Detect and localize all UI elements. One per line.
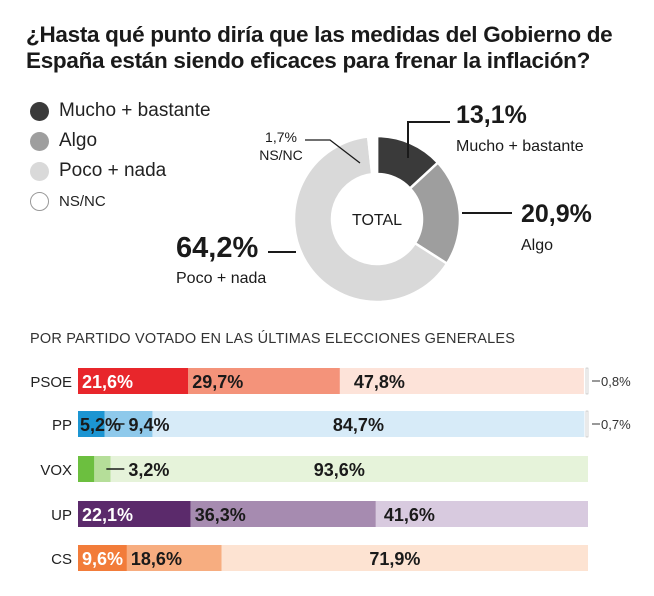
bar-vox-seg-3	[110, 456, 588, 482]
donut-value-algo: 20,9%	[521, 200, 592, 228]
bar-psoe-label-1: 21,6%	[82, 372, 133, 392]
legend-label: Algo	[59, 130, 98, 151]
bar-cs-seg-2	[126, 545, 222, 571]
bar-psoe-nsnc-label: 0,8%	[601, 374, 631, 389]
bar-psoe-seg-1	[78, 368, 189, 394]
bar-up-seg-3	[375, 501, 588, 527]
bar-category-psoe: PSOE	[30, 374, 72, 391]
bar-category-cs: CS	[51, 551, 72, 568]
bar-cs-label-1: 9,6%	[82, 549, 123, 569]
legend-item-poco: Poco + nada	[30, 156, 211, 186]
donut-value-nsnc: 1,7%	[265, 129, 297, 145]
bar-psoe-seg-3	[339, 368, 584, 394]
donut-name-mucho: Mucho + bastante	[456, 138, 584, 155]
donut-value-poco: 64,2%	[176, 232, 258, 264]
bar-cs-label-2: 18,6%	[131, 549, 182, 569]
bar-pp-seg-1	[78, 411, 105, 437]
donut-center-label: TOTAL	[352, 212, 402, 229]
donut-chart: TOTAL 13,1% Mucho + bastante 20,9% Algo 64,2%…	[176, 101, 592, 304]
donut-name-algo: Algo	[521, 237, 553, 254]
bar-up-label-1: 22,1%	[82, 505, 133, 525]
bar-category-up: UP	[51, 507, 72, 524]
bar-vox-seg-1	[78, 456, 95, 482]
legend-item-algo: Algo	[30, 126, 211, 156]
legend-swatch	[30, 191, 49, 211]
bar-pp-seg-2	[104, 411, 153, 437]
bar-psoe-label-2: 29,7%	[192, 372, 243, 392]
donut-hole	[331, 173, 423, 265]
bar-pp-label-3: 84,7%	[333, 415, 384, 435]
bar-pp-seg-3	[152, 411, 585, 437]
bar-pp-nsnc-label: 0,7%	[601, 417, 631, 432]
bar-category-pp: PP	[52, 417, 72, 434]
legend: Mucho + bastante Algo Poco + nada NS/NC	[30, 96, 211, 216]
legend-swatch	[30, 101, 49, 121]
bar-pp-label-2: 9,4%	[129, 415, 170, 435]
bar-vox-seg-2	[94, 456, 111, 482]
bar-vox-label-3: 93,6%	[314, 460, 365, 480]
bar-cs-seg-1	[78, 545, 127, 571]
bar-up-label-2: 36,3%	[195, 505, 246, 525]
bar-cs-seg-3	[221, 545, 588, 571]
callout-line-nsnc	[305, 139, 361, 164]
bar-up-seg-2	[190, 501, 376, 527]
donut-value-mucho: 13,1%	[456, 101, 527, 129]
callout-line-mucho	[407, 121, 450, 158]
legend-label: NS/NC	[59, 192, 106, 210]
legend-item-mucho: Mucho + bastante	[30, 96, 211, 126]
legend-label: Poco + nada	[59, 160, 167, 181]
bar-cs-label-3: 71,9%	[369, 549, 420, 569]
legend-swatch	[30, 161, 49, 181]
bar-psoe-seg-4	[585, 367, 589, 395]
bar-pp-seg-4	[585, 410, 589, 438]
bar-up-label-3: 41,6%	[384, 505, 435, 525]
legend-label: Mucho + bastante	[59, 100, 211, 121]
bar-psoe-label-3: 47,8%	[354, 372, 405, 392]
donut-name-poco: Poco + nada	[176, 270, 266, 287]
bar-up-seg-1	[78, 501, 191, 527]
legend-swatch	[30, 131, 49, 151]
chart-subtitle: POR PARTIDO VOTADO EN LAS ÚLTIMAS ELECCI…	[30, 331, 516, 347]
bar-category-vox: VOX	[40, 462, 72, 479]
bar-pp-label-1: 5,2%	[80, 415, 121, 435]
legend-item-nsnc: NS/NC	[30, 186, 211, 216]
donut-name-nsnc: NS/NC	[259, 147, 303, 163]
bar-psoe-seg-2	[188, 368, 340, 394]
bar-vox-label-1: 3,2%	[128, 460, 169, 480]
chart-title: ¿Hasta qué punto diría que las medidas d…	[26, 22, 613, 73]
